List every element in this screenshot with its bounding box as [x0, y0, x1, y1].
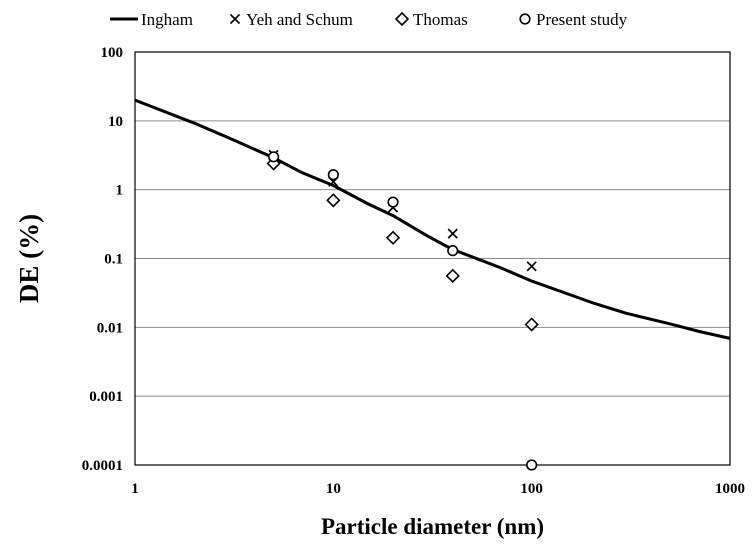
legend-item: Yeh and Schum	[229, 10, 353, 29]
data-point	[326, 193, 341, 208]
y-axis-label: DE (%)	[14, 214, 44, 303]
legend-marker	[519, 13, 531, 25]
data-point	[327, 169, 339, 181]
series-line	[134, 98, 731, 340]
legend-label: Yeh and Schum	[246, 10, 353, 29]
legend: Ingham Yeh and Schum Thomas Present study	[110, 10, 628, 29]
data-point	[268, 151, 280, 163]
x-axis-label: Particle diameter (nm)	[321, 514, 544, 539]
y-tick-label: 10	[108, 114, 123, 130]
data-point	[447, 228, 458, 239]
legend-marker	[394, 11, 410, 27]
data-point	[385, 230, 401, 245]
series-thomas	[266, 156, 539, 332]
data-point	[445, 268, 460, 283]
legend-marker	[229, 13, 241, 25]
gridlines	[135, 51, 730, 466]
legend-item: Thomas	[394, 10, 468, 29]
x-tick-label: 100	[520, 481, 543, 497]
y-tick-label: 0.001	[89, 389, 123, 405]
legend-item: Present study	[519, 10, 628, 29]
y-tick-label: 0.01	[97, 320, 123, 336]
plot-area	[134, 51, 731, 466]
data-point	[387, 196, 399, 208]
legend-label: Present study	[536, 10, 628, 29]
x-tick-label: 1	[131, 481, 139, 497]
data-point	[447, 245, 459, 257]
y-tick-label: 1	[116, 183, 124, 199]
series-present-study	[268, 151, 538, 471]
x-tick-label: 1000	[715, 481, 745, 497]
legend-label: Thomas	[413, 10, 468, 29]
data-point	[526, 459, 538, 471]
y-tick-label: 0.1	[104, 252, 123, 268]
data-point	[524, 317, 539, 332]
series-layer	[134, 98, 731, 471]
series-ingham	[134, 98, 731, 340]
marker-stroke	[526, 261, 537, 272]
tick-labels: 0.0001 0.001 0.01 0.1 1 10 100 1 10 100 1000	[82, 45, 745, 497]
y-tick-label: 100	[101, 45, 124, 61]
series-yeh-and-schum	[268, 149, 537, 272]
y-tick-label: 0.0001	[82, 458, 123, 474]
marker-stroke	[229, 13, 241, 25]
x-tick-label: 10	[326, 481, 341, 497]
legend-item: Ingham	[110, 10, 193, 29]
legend-label: Ingham	[141, 10, 193, 29]
data-point	[526, 261, 537, 272]
marker-stroke	[447, 228, 458, 239]
